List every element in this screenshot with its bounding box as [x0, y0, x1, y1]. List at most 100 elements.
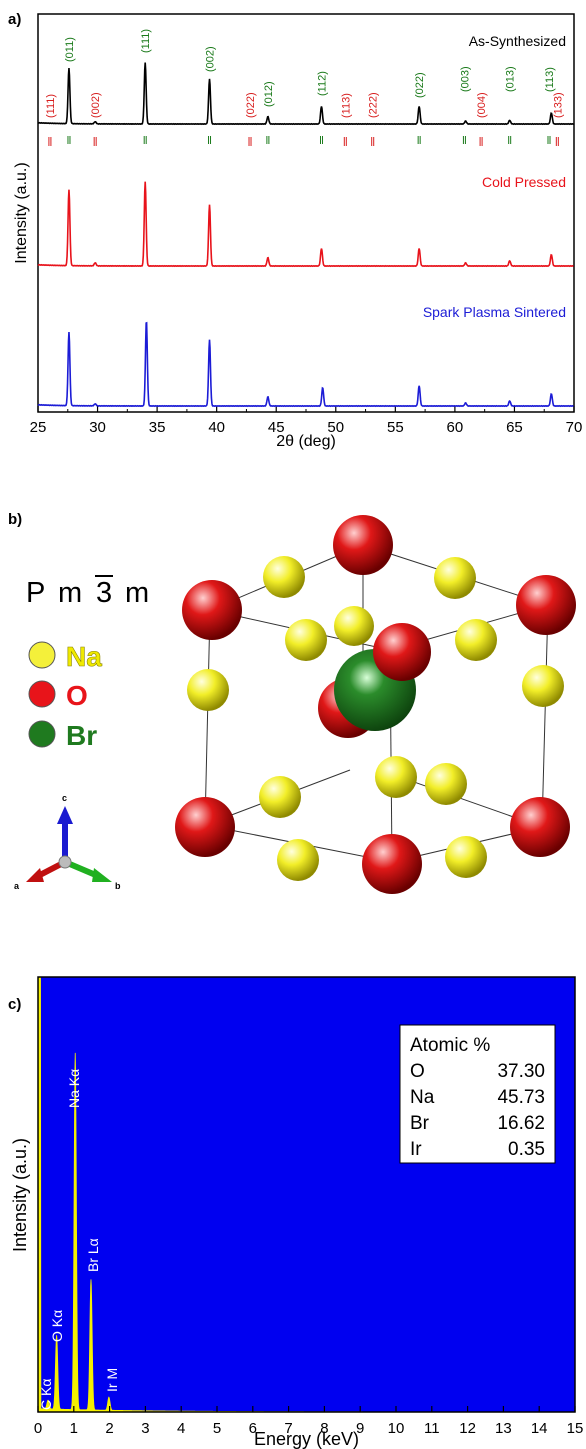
- peak-index-label: (222): [368, 92, 380, 118]
- x-tick-label: 10: [388, 1420, 405, 1437]
- x-tick-label: 7: [284, 1420, 292, 1437]
- panel-b-label: b): [8, 511, 22, 528]
- table-row-element: O: [410, 1061, 425, 1082]
- plot-frame: [37, 13, 575, 413]
- xrd-chart: 25 30 35 40 45 50 55 60 65 70 2θ (deg) Intensity (a…: [13, 13, 583, 450]
- composition-table: Atomic % O 37.30 Na 45.73 Br 16.62 Ir 0.…: [399, 1024, 556, 1164]
- o-atom: [182, 580, 242, 640]
- axis-b-arrowhead: [92, 868, 112, 882]
- table-row-value: 0.35: [508, 1139, 545, 1160]
- table-row-value: 37.30: [497, 1061, 545, 1082]
- atom-legend: Na O Br: [28, 641, 103, 751]
- peak-index-label: (113): [544, 67, 556, 92]
- o-atom: [510, 797, 570, 857]
- unit-cell-edge: [541, 604, 549, 828]
- na-atom: [277, 839, 319, 881]
- x-tick-label: 4: [177, 1420, 185, 1437]
- space-group-m2: m: [125, 577, 149, 609]
- crystal-structure: [175, 515, 576, 894]
- axis-a-arrowhead: [26, 868, 44, 882]
- na-atom: [263, 556, 305, 598]
- table-row-value: 45.73: [497, 1087, 545, 1108]
- series-line: [37, 62, 574, 126]
- space-group-p: P: [26, 577, 45, 609]
- legend-o-circle: [28, 680, 56, 708]
- x-tick-label: 50: [327, 419, 344, 436]
- table-box: [399, 1024, 556, 1164]
- peak-index-label: (112): [316, 71, 328, 96]
- legend-na-label: Na: [66, 641, 102, 672]
- peak-index-label: (012): [263, 81, 275, 107]
- x-tick-label: 45: [268, 419, 285, 436]
- peak-index-label: (113): [340, 93, 352, 118]
- peak-label: Na Kα: [66, 1069, 82, 1108]
- x-tick-label: 60: [447, 419, 464, 436]
- series-label: Cold Pressed: [482, 174, 566, 190]
- x-tick-label: 13: [495, 1420, 512, 1437]
- legend-na-circle: [28, 641, 56, 669]
- axis-a-label: a: [14, 881, 20, 891]
- peak-index-label: (133): [552, 92, 564, 118]
- unit-cell-edge: [204, 609, 211, 826]
- o-atom: [333, 515, 393, 575]
- peak-index-label: (013): [505, 66, 517, 92]
- axis-b-label: b: [115, 881, 121, 891]
- peak-index-label: (111): [140, 29, 152, 53]
- x-axis-title: Energy (keV): [254, 1429, 359, 1449]
- legend-br-circle: [28, 720, 56, 748]
- y-axis-title: Intensity (a.u.): [13, 162, 30, 263]
- space-group-3: 3: [96, 577, 112, 609]
- peak-index-label: (011): [64, 37, 76, 62]
- x-tick-label: 25: [30, 419, 47, 436]
- na-atom: [434, 557, 476, 599]
- peak-label: C Kα: [38, 1379, 54, 1410]
- peak-label: Br Lα: [85, 1238, 101, 1272]
- x-tick-label: 65: [506, 419, 523, 436]
- peak-index-label: (022): [414, 72, 426, 98]
- table-row-element: Br: [410, 1113, 430, 1134]
- na-atom: [445, 836, 487, 878]
- legend-o-label: O: [66, 680, 88, 711]
- x-tick-label: 5: [213, 1420, 221, 1437]
- series-label: As-Synthesized: [469, 33, 566, 49]
- series-label: Spark Plasma Sintered: [423, 304, 566, 320]
- x-tick-label: 9: [356, 1420, 364, 1437]
- x-tick-label: 14: [531, 1420, 548, 1437]
- peak-label: Ir M: [104, 1368, 120, 1392]
- x-axis-title: 2θ (deg): [276, 433, 336, 450]
- table-row-value: 16.62: [497, 1113, 545, 1134]
- x-tick-label: 70: [566, 419, 583, 436]
- peak-index-label: (111): [45, 94, 57, 118]
- axis-c-label: c: [62, 793, 67, 803]
- x-tick-label: 30: [89, 419, 106, 436]
- x-tick-label: 12: [459, 1420, 476, 1437]
- na-atom: [187, 669, 229, 711]
- peak-index-label: (004): [476, 92, 488, 118]
- x-tick-label: 2: [105, 1420, 113, 1437]
- panel-a-label: a): [8, 11, 21, 28]
- x-tick-label: 8: [320, 1420, 328, 1437]
- na-atom: [259, 776, 301, 818]
- space-group-m1: m: [58, 577, 82, 609]
- x-tick-label: 40: [208, 419, 225, 436]
- plot-frame: [37, 976, 576, 1413]
- series-line: [37, 321, 574, 408]
- na-atom: [425, 763, 467, 805]
- peak-label: O Kα: [49, 1310, 65, 1342]
- axis-triad: c a b: [14, 793, 121, 891]
- axis-c-arrowhead: [57, 806, 73, 824]
- o-atom: [516, 575, 576, 635]
- table-row-element: Na: [410, 1087, 435, 1108]
- x-tick-label: 6: [249, 1420, 257, 1437]
- peak-index-label: (002): [205, 46, 217, 72]
- peak-index-label: (022): [245, 92, 257, 118]
- na-atom: [375, 756, 417, 798]
- x-tick-label: 35: [149, 419, 166, 436]
- table-row-element: Ir: [410, 1139, 422, 1160]
- space-group: P m 3 m: [26, 575, 149, 609]
- o-atom: [373, 623, 431, 681]
- panel-c-label: c): [8, 996, 21, 1013]
- x-tick-label: 0: [34, 1420, 42, 1437]
- na-atom: [522, 665, 564, 707]
